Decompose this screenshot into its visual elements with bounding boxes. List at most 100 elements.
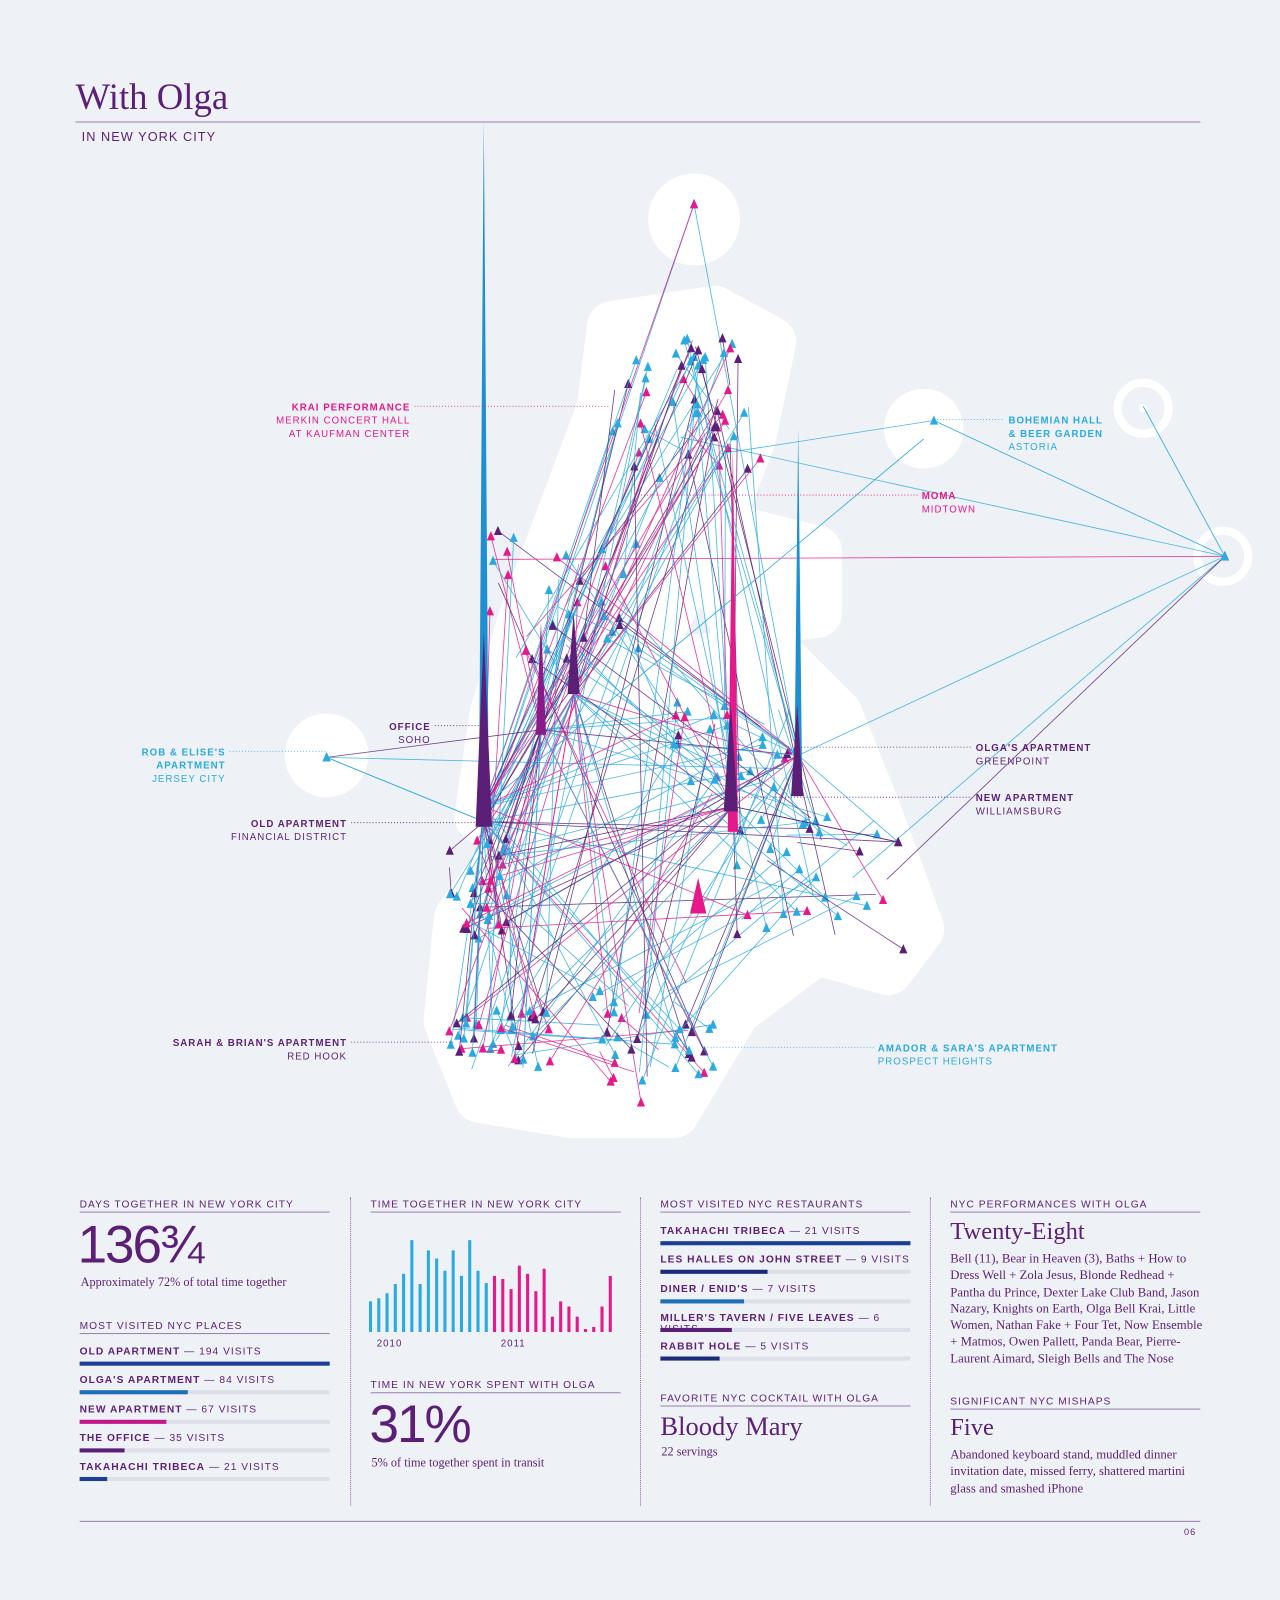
link	[741, 868, 800, 920]
marker	[608, 426, 617, 436]
marker	[630, 461, 639, 471]
separator	[929, 1197, 931, 1506]
bar	[509, 1289, 513, 1333]
link	[722, 338, 731, 386]
marker	[705, 724, 715, 734]
annotation-title: AMADOR & SARA'S APARTMENT	[878, 1043, 1058, 1054]
marker	[762, 922, 771, 932]
link	[466, 754, 799, 1018]
marker	[602, 1027, 612, 1037]
marker	[445, 845, 454, 855]
annotation-title: OLD APARTMENT	[251, 819, 347, 830]
panel-heading: MOST VISITED NYC RESTAURANTS	[660, 1199, 864, 1211]
link	[603, 615, 799, 756]
link	[644, 428, 684, 451]
title-rule	[75, 121, 1201, 123]
link	[506, 551, 542, 730]
link	[573, 458, 761, 695]
marker	[506, 1010, 516, 1020]
bar	[79, 1448, 125, 1453]
link	[933, 420, 1226, 557]
link	[487, 543, 637, 841]
marker	[469, 888, 479, 898]
bar	[567, 1306, 571, 1333]
link	[540, 729, 788, 755]
link	[573, 693, 839, 917]
marker	[680, 335, 689, 345]
spike	[475, 632, 492, 827]
link	[798, 555, 1226, 756]
marker	[729, 431, 738, 441]
link	[852, 555, 1226, 879]
marker	[792, 906, 801, 916]
item-visits: — 67 VISITS	[186, 1404, 258, 1416]
link	[525, 650, 687, 984]
marker	[671, 1062, 680, 1073]
mishaps-value: Five	[950, 1414, 994, 1442]
spike	[478, 120, 489, 827]
bar	[660, 1298, 744, 1304]
spike	[567, 612, 580, 695]
link	[687, 454, 794, 936]
marker	[468, 1047, 477, 1057]
marker	[609, 997, 619, 1007]
marker	[543, 644, 552, 654]
bar	[542, 1268, 546, 1333]
marker	[463, 923, 472, 934]
link	[540, 729, 714, 1067]
bar	[418, 1284, 422, 1333]
bar-track	[79, 1477, 330, 1482]
link	[483, 359, 637, 807]
link	[687, 429, 720, 466]
marker	[766, 843, 775, 853]
marker	[674, 730, 683, 740]
link	[645, 820, 874, 1015]
bar	[79, 1390, 188, 1395]
bar	[501, 1278, 505, 1333]
link	[623, 392, 641, 575]
list-item: OLD APARTMENT — 194 VISITS	[80, 1346, 330, 1357]
bar	[393, 1284, 397, 1333]
link	[500, 729, 542, 1031]
item-visits: — 35 VISITS	[154, 1432, 226, 1445]
marker	[452, 1018, 461, 1028]
link	[573, 477, 660, 695]
marker	[740, 407, 749, 417]
link	[497, 530, 799, 756]
bar	[575, 1316, 579, 1333]
marker	[823, 811, 832, 822]
marker	[757, 814, 766, 824]
link	[683, 340, 799, 756]
item-name: DINER / ENID'S	[660, 1283, 749, 1295]
link	[496, 1010, 520, 1063]
marker	[606, 1076, 615, 1086]
item-name: THE OFFICE	[79, 1432, 151, 1445]
marker	[677, 360, 686, 370]
link	[501, 1027, 634, 1073]
marker	[619, 568, 628, 579]
panel-rule	[660, 1405, 911, 1407]
marker	[687, 1052, 696, 1062]
marker	[636, 1097, 646, 1107]
link	[552, 625, 811, 819]
marker	[527, 653, 537, 664]
link	[633, 466, 648, 1077]
marker	[497, 1044, 506, 1054]
link	[504, 1024, 615, 1064]
link	[667, 895, 857, 992]
marker	[615, 613, 624, 623]
marker	[736, 770, 746, 781]
marker	[615, 619, 624, 630]
link	[483, 806, 535, 1015]
marker	[462, 918, 471, 928]
link	[450, 821, 485, 1045]
marker	[872, 829, 882, 839]
link	[483, 724, 731, 807]
marker	[721, 415, 730, 425]
panel-heading: NYC PERFORMANCES WITH OLGA	[950, 1199, 1148, 1211]
marker	[795, 864, 804, 874]
item-visits: — 7 VISITS	[752, 1283, 817, 1295]
marker	[668, 396, 677, 406]
link	[483, 806, 690, 1051]
